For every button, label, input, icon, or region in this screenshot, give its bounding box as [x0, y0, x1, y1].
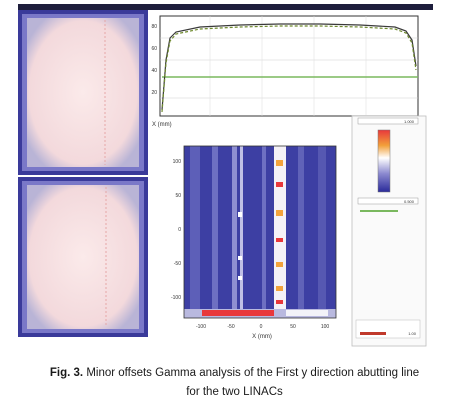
gamma-ytick-3: 0	[178, 227, 181, 233]
figure-caption: Fig. 3. Minor offsets Gamma analysis of …	[0, 364, 469, 402]
caption-line-1: Minor offsets Gamma analysis of the Firs…	[86, 367, 420, 379]
gamma-xtick-4: 50	[290, 324, 296, 330]
profile-ytick-4: 20	[151, 90, 157, 96]
profile-plot: 80 60 40 20 X (mm)	[150, 10, 433, 128]
gamma-ytick-5: -100	[171, 295, 181, 301]
gamma-xtick-5: 100	[321, 324, 330, 330]
gamma-ytick-1: 100	[173, 159, 182, 165]
gamma-xtick-1: -100	[196, 324, 206, 330]
gamma-x-axis-label: X (mm)	[252, 334, 272, 340]
gamma-map: 100 50 0 -50 -100 -100 -50 0 50 100 X (m…	[170, 130, 348, 348]
gamma-xtick-3: 0	[260, 324, 263, 330]
scale-top-value: 1.000	[404, 119, 415, 124]
gamma-ytick-4: -50	[174, 261, 181, 267]
gamma-xtick-2: -50	[227, 324, 234, 330]
color-scale-bar	[377, 129, 391, 193]
scale-bottom-value: 1.00	[408, 331, 417, 336]
profile-ytick-1: 80	[151, 24, 157, 30]
dose-map-bottom	[18, 177, 148, 337]
profile-ytick-3: 40	[151, 68, 157, 74]
profile-x-axis-label: X (mm)	[152, 122, 172, 128]
profile-ytick-2: 60	[151, 46, 157, 52]
color-scale-panel: 1.000 0.500 1.00	[351, 115, 427, 347]
scale-mid-value: 0.500	[404, 199, 415, 204]
caption-line-2: for the two LINACs	[186, 386, 283, 398]
figure-image: 80 60 40 20 X (mm) 1	[18, 4, 433, 348]
caption-label: Fig. 3.	[49, 367, 84, 379]
gamma-ytick-2: 50	[175, 193, 181, 199]
dose-map-top	[18, 10, 148, 175]
